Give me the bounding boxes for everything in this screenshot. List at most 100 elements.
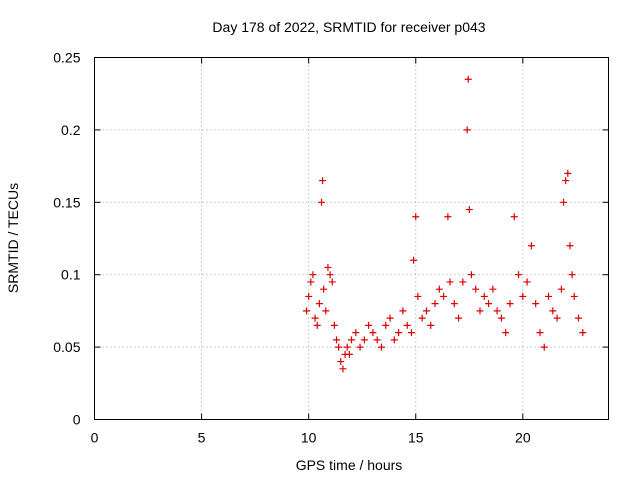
data-point bbox=[348, 336, 355, 344]
data-point bbox=[489, 285, 497, 293]
data-point bbox=[427, 321, 435, 329]
data-point bbox=[472, 285, 480, 293]
data-point bbox=[557, 285, 565, 293]
data-point bbox=[399, 307, 407, 315]
data-point bbox=[403, 321, 411, 329]
data-point bbox=[319, 177, 327, 185]
x-tick-labels: 0 5 10 15 20 bbox=[91, 430, 531, 446]
data-point bbox=[360, 336, 368, 344]
data-point bbox=[390, 336, 398, 344]
data-point bbox=[373, 336, 381, 344]
data-point bbox=[467, 271, 475, 279]
data-point bbox=[315, 300, 323, 308]
data-point bbox=[324, 263, 332, 271]
data-point bbox=[510, 213, 518, 221]
data-point bbox=[356, 343, 364, 351]
y-tick-label: 0.15 bbox=[53, 194, 80, 210]
y-tick-label: 0.05 bbox=[53, 339, 80, 355]
data-point bbox=[313, 321, 321, 329]
data-point bbox=[485, 300, 493, 308]
data-point bbox=[493, 307, 501, 315]
plot-frame bbox=[94, 57, 609, 420]
data-point bbox=[575, 314, 583, 322]
data-point bbox=[549, 307, 557, 315]
data-point bbox=[305, 292, 313, 300]
data-point bbox=[414, 292, 422, 300]
data-point bbox=[333, 336, 341, 344]
data-point bbox=[463, 126, 471, 134]
data-point bbox=[382, 321, 390, 329]
y-tick-label: 0.25 bbox=[53, 50, 80, 66]
data-point bbox=[418, 314, 426, 322]
data-point bbox=[523, 278, 531, 286]
data-point bbox=[527, 242, 535, 250]
data-point bbox=[480, 292, 488, 300]
data-point bbox=[339, 365, 347, 373]
x-tick-label: 5 bbox=[198, 430, 206, 446]
data-point bbox=[553, 314, 561, 322]
x-axis-label: GPS time / hours bbox=[296, 457, 403, 473]
data-point bbox=[579, 329, 587, 337]
data-point bbox=[307, 278, 315, 286]
data-point bbox=[412, 213, 420, 221]
data-point bbox=[502, 329, 510, 337]
y-tick-label: 0.1 bbox=[61, 267, 81, 283]
data-point bbox=[464, 75, 472, 83]
data-point bbox=[318, 198, 326, 206]
data-point bbox=[410, 256, 418, 264]
data-point bbox=[455, 314, 463, 322]
data-point bbox=[320, 285, 328, 293]
data-point bbox=[562, 177, 570, 185]
grid-lines bbox=[94, 57, 609, 420]
data-point bbox=[330, 321, 338, 329]
data-point bbox=[335, 343, 343, 351]
data-point bbox=[545, 292, 553, 300]
data-point bbox=[326, 271, 334, 279]
data-point bbox=[515, 271, 523, 279]
data-point bbox=[435, 285, 443, 293]
y-tick-label: 0 bbox=[73, 412, 81, 428]
data-point bbox=[386, 314, 394, 322]
data-point bbox=[395, 329, 403, 337]
data-point bbox=[540, 343, 548, 351]
data-point bbox=[497, 314, 505, 322]
data-point bbox=[407, 329, 415, 337]
data-point bbox=[566, 242, 574, 250]
tick-marks bbox=[94, 57, 609, 420]
data-point bbox=[536, 329, 544, 337]
data-point bbox=[564, 169, 572, 177]
data-point bbox=[311, 314, 319, 322]
chart-title: Day 178 of 2022, SRMTID for receiver p04… bbox=[212, 19, 485, 35]
data-point bbox=[459, 278, 467, 286]
data-point bbox=[446, 278, 454, 286]
data-point bbox=[343, 343, 351, 351]
data-point bbox=[476, 307, 484, 315]
data-point bbox=[506, 300, 514, 308]
data-point bbox=[377, 343, 385, 351]
data-point bbox=[303, 307, 311, 315]
data-point bbox=[560, 198, 568, 206]
data-point bbox=[365, 321, 373, 329]
data-point bbox=[444, 213, 452, 221]
data-point bbox=[422, 307, 430, 315]
data-point bbox=[369, 329, 377, 337]
data-point bbox=[337, 358, 345, 366]
data-point bbox=[570, 292, 578, 300]
data-point bbox=[352, 329, 360, 337]
y-tick-label: 0.2 bbox=[61, 122, 81, 138]
x-tick-label: 15 bbox=[408, 430, 424, 446]
x-tick-label: 0 bbox=[91, 430, 99, 446]
data-points bbox=[303, 75, 587, 373]
data-point bbox=[532, 300, 540, 308]
data-point bbox=[309, 271, 317, 279]
x-tick-label: 20 bbox=[515, 430, 531, 446]
data-point bbox=[431, 300, 439, 308]
data-point bbox=[328, 278, 336, 286]
x-tick-label: 10 bbox=[301, 430, 317, 446]
y-tick-labels: 0 0.05 0.1 0.15 0.2 0.25 bbox=[53, 50, 80, 428]
data-point bbox=[440, 292, 448, 300]
data-point bbox=[519, 292, 527, 300]
data-point bbox=[450, 300, 458, 308]
data-point bbox=[465, 206, 473, 214]
